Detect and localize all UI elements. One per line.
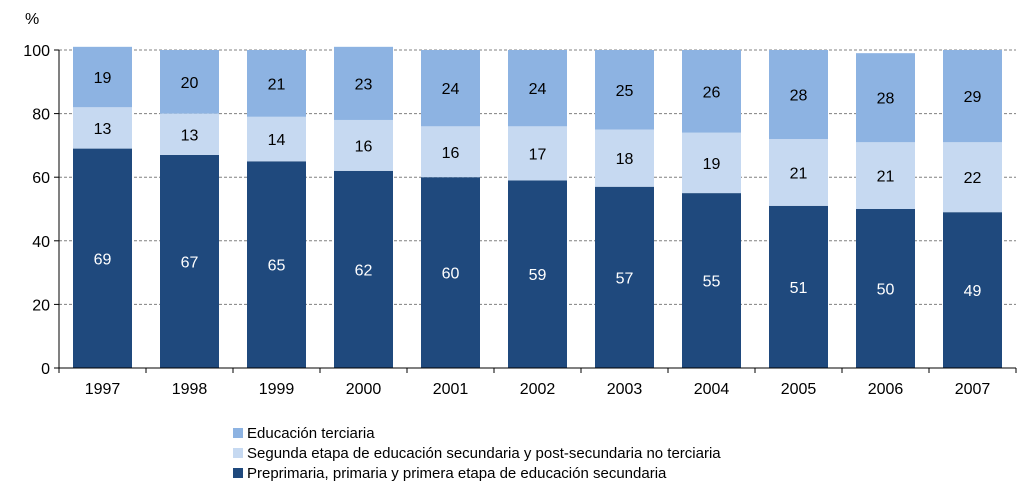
x-tick-label: 2001 — [433, 381, 469, 398]
y-tick-label: 20 — [32, 297, 50, 314]
data-label: 51 — [790, 280, 808, 297]
data-label: 21 — [790, 165, 808, 182]
x-tick-label: 2005 — [781, 381, 817, 398]
y-tick-label: 0 — [41, 361, 50, 378]
data-label: 21 — [877, 169, 895, 186]
bar-segment — [682, 193, 741, 368]
bar-segment — [856, 209, 915, 368]
data-label: 67 — [181, 254, 199, 271]
bar-segment — [769, 139, 828, 206]
bar-segment — [508, 180, 567, 368]
data-label: 19 — [703, 156, 721, 173]
bar-segment — [73, 148, 132, 368]
bar-segment — [769, 205, 828, 368]
bar-segment — [508, 126, 567, 181]
bar-segment — [943, 212, 1002, 368]
bar-segment — [595, 129, 654, 187]
data-label: 21 — [268, 76, 286, 93]
bar-segment — [334, 46, 393, 120]
data-label: 69 — [94, 251, 112, 268]
data-label: 29 — [964, 89, 982, 106]
bar-segment — [247, 50, 306, 117]
bar-segment — [247, 116, 306, 162]
data-label: 16 — [442, 145, 460, 162]
data-label: 13 — [94, 121, 112, 138]
y-tick-label: 60 — [32, 170, 50, 187]
legend-swatch — [233, 468, 243, 478]
legend-swatch — [233, 448, 243, 458]
data-label: 18 — [616, 151, 634, 168]
data-label: 28 — [877, 91, 895, 108]
bar-segment — [769, 50, 828, 140]
data-label: 17 — [529, 146, 547, 163]
x-tick-label: 1999 — [259, 381, 295, 398]
legend: Educación terciaria Segunda etapa de educ… — [233, 423, 721, 483]
legend-label: Preprimaria, primaria y primera etapa de… — [247, 464, 667, 482]
bar-segment — [421, 177, 480, 368]
data-label: 19 — [94, 70, 112, 87]
bar-segment — [856, 142, 915, 209]
bar-segment — [943, 142, 1002, 213]
bar-segment — [943, 50, 1002, 143]
legend-label: Educación terciaria — [247, 424, 375, 442]
y-tick-label: 40 — [32, 234, 50, 251]
x-tick-label: 2003 — [607, 381, 643, 398]
data-label: 60 — [442, 266, 460, 283]
bar-segment — [160, 154, 219, 368]
bar-segment — [421, 50, 480, 127]
bar-segment — [160, 50, 219, 114]
data-label: 14 — [268, 132, 286, 149]
data-label: 26 — [703, 84, 721, 101]
y-tick-label: 100 — [23, 43, 50, 60]
data-label: 16 — [355, 138, 373, 155]
x-tick-label: 2007 — [955, 381, 991, 398]
bar-segment — [595, 186, 654, 368]
data-label: 59 — [529, 267, 547, 284]
data-label: 57 — [616, 270, 634, 287]
legend-item: Preprimaria, primaria y primera etapa de… — [233, 463, 721, 483]
bar-segment — [334, 119, 393, 171]
bar-segment — [682, 50, 741, 133]
bar-segment — [508, 50, 567, 127]
bar-segment — [856, 53, 915, 143]
data-label: 24 — [529, 81, 547, 98]
data-label: 22 — [964, 170, 982, 187]
data-label: 65 — [268, 258, 286, 275]
legend-label: Segunda etapa de educación secundaria y … — [247, 444, 721, 462]
legend-swatch — [233, 428, 243, 438]
bar-segment — [247, 161, 306, 368]
data-label: 50 — [877, 282, 895, 299]
bar-segment — [160, 113, 219, 155]
data-label: 28 — [790, 88, 808, 105]
data-label: 25 — [616, 83, 634, 100]
bar-segment — [682, 132, 741, 194]
bars: 69 13 19 67 13 20 65 14 21 62 16 23 60 16 24 59 17 24 57 18… — [73, 46, 1002, 368]
x-tick-label: 2000 — [346, 381, 382, 398]
legend-item: Segunda etapa de educación secundaria y … — [233, 443, 721, 463]
x-tick-label: 1998 — [172, 381, 208, 398]
data-label: 13 — [181, 127, 199, 144]
bar-segment — [595, 50, 654, 130]
x-tick-label: 1997 — [85, 381, 121, 398]
bar-segment — [73, 107, 132, 149]
x-tick-label: 2004 — [694, 381, 730, 398]
y-tick-label: 80 — [32, 107, 50, 124]
data-label: 20 — [181, 75, 199, 92]
data-label: 49 — [964, 283, 982, 300]
bar-segment — [73, 46, 132, 108]
x-tick-label: 2002 — [520, 381, 556, 398]
data-label: 55 — [703, 274, 721, 291]
x-tick-label: 2006 — [868, 381, 904, 398]
data-label: 24 — [442, 81, 460, 98]
y-axis-label: % — [25, 11, 39, 28]
axes: 0 20 40 60 80 100 1997 1998 1999 2000 2001 2002 2003… — [23, 43, 1017, 398]
bar-segment — [421, 126, 480, 178]
data-label: 23 — [355, 76, 373, 93]
data-label: 62 — [355, 262, 373, 279]
bar-segment — [334, 170, 393, 368]
legend-item: Educación terciaria — [233, 423, 721, 443]
